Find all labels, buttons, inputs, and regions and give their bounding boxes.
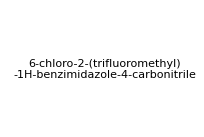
Text: 6-chloro-2-(trifluoromethyl)
-1H-benzimidazole-4-carbonitrile: 6-chloro-2-(trifluoromethyl) -1H-benzimi… [13, 59, 195, 80]
